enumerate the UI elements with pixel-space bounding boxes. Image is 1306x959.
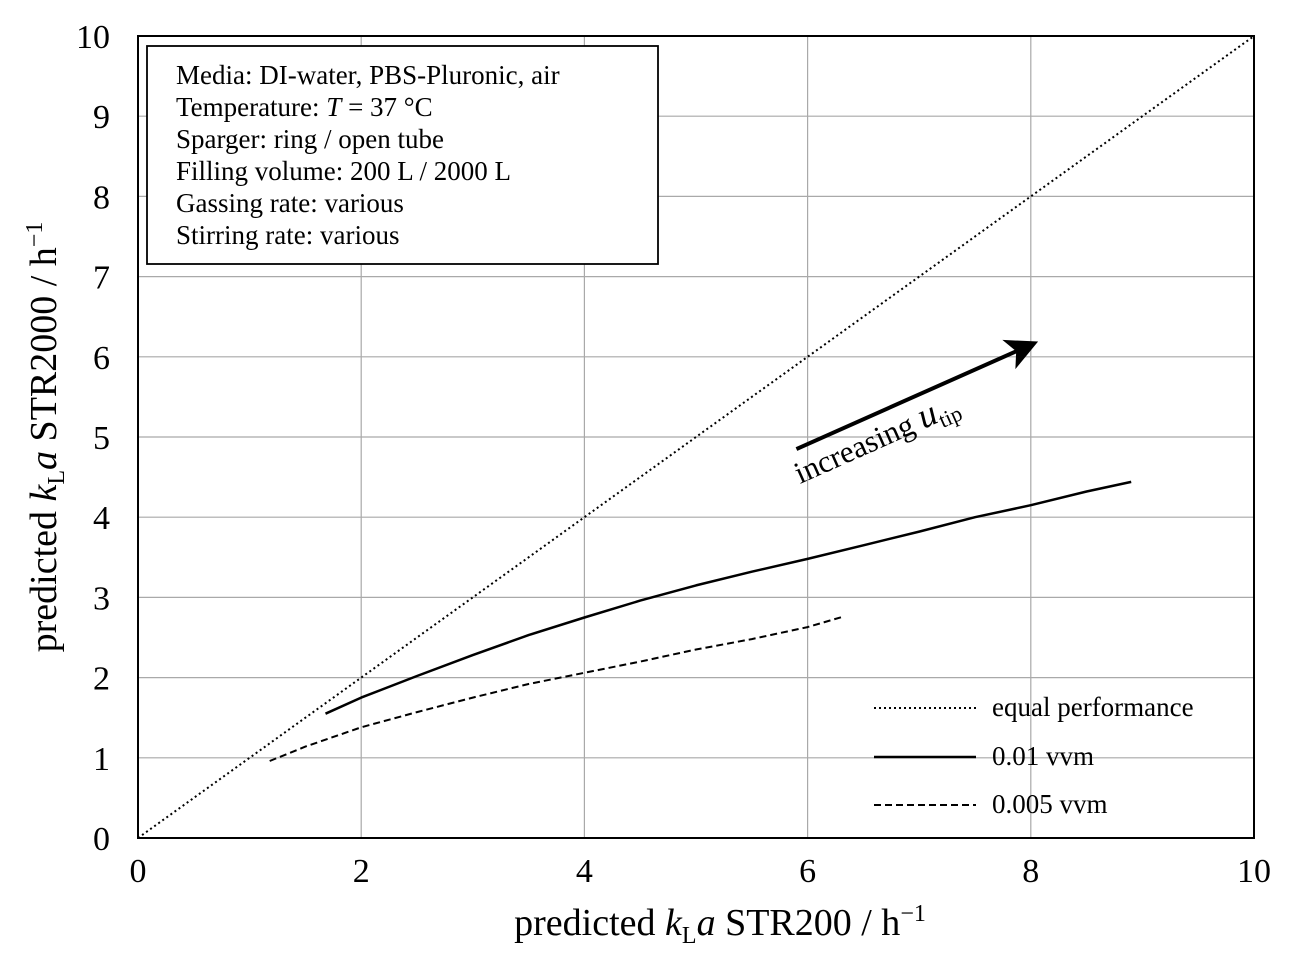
y-tick-label: 1 bbox=[93, 741, 110, 778]
series-line-0-01-vvm bbox=[324, 480, 1132, 715]
y-tick-label: 9 bbox=[93, 99, 110, 136]
y-tick-label: 4 bbox=[93, 500, 110, 537]
y-tick-label: 8 bbox=[93, 179, 110, 216]
increasing-utip-arrow bbox=[795, 339, 1039, 451]
legend-label-0-01-vvm: 0.01 vvm bbox=[992, 741, 1094, 771]
info-line-media: Media: DI-water, PBS-Pluronic, air bbox=[176, 60, 560, 90]
info-box-frame bbox=[146, 45, 659, 265]
increasing-utip-label: increasing utip bbox=[787, 383, 966, 495]
plot-area bbox=[137, 35, 1255, 839]
x-axis-label: predicted kLa STR200 / h−1 bbox=[514, 901, 926, 949]
x-tick-label: 6 bbox=[799, 853, 816, 890]
y-tick-label: 5 bbox=[93, 420, 110, 457]
y-tick-label: 3 bbox=[93, 580, 110, 617]
x-tick-label: 2 bbox=[353, 853, 370, 890]
x-tick-label: 4 bbox=[576, 853, 593, 890]
x-tick-label: 10 bbox=[1237, 853, 1271, 890]
y-axis-label: predicted kLa STR2000 / h−1 bbox=[22, 222, 70, 653]
annotation: increasing utip bbox=[787, 339, 1039, 495]
y-tick-label: 6 bbox=[93, 340, 110, 377]
x-tick-label: 8 bbox=[1022, 853, 1039, 890]
legend: equal performance 0.01 vvm 0.005 vvm bbox=[874, 692, 1194, 819]
x-tick-label: 0 bbox=[130, 853, 147, 890]
legend-label-0-005-vvm: 0.005 vvm bbox=[992, 789, 1108, 819]
info-line-filling-volume: Filling volume: 200 L / 2000 L bbox=[176, 156, 511, 186]
series-line-equal-performance bbox=[137, 35, 1255, 839]
info-box: Media: DI-water, PBS-Pluronic, air Tempe… bbox=[146, 45, 659, 265]
info-line-temperature: Temperature: T = 37 °C bbox=[176, 92, 433, 122]
y-tick-label: 7 bbox=[93, 260, 110, 297]
y-tick-label: 2 bbox=[93, 661, 110, 698]
info-line-stirring-rate: Stirring rate: various bbox=[176, 220, 399, 250]
tick-labels: 0 2 4 6 8 10 0 1 2 3 4 5 6 7 8 9 10 bbox=[76, 19, 1271, 890]
series-layer bbox=[137, 35, 1255, 839]
info-line-gassing-rate: Gassing rate: various bbox=[176, 188, 404, 218]
series-line-0-005-vvm bbox=[269, 615, 844, 762]
y-tick-label: 10 bbox=[76, 19, 110, 56]
info-line-sparger: Sparger: ring / open tube bbox=[176, 124, 444, 154]
y-tick-label: 0 bbox=[93, 821, 110, 858]
legend-label-equal-performance: equal performance bbox=[992, 692, 1194, 722]
